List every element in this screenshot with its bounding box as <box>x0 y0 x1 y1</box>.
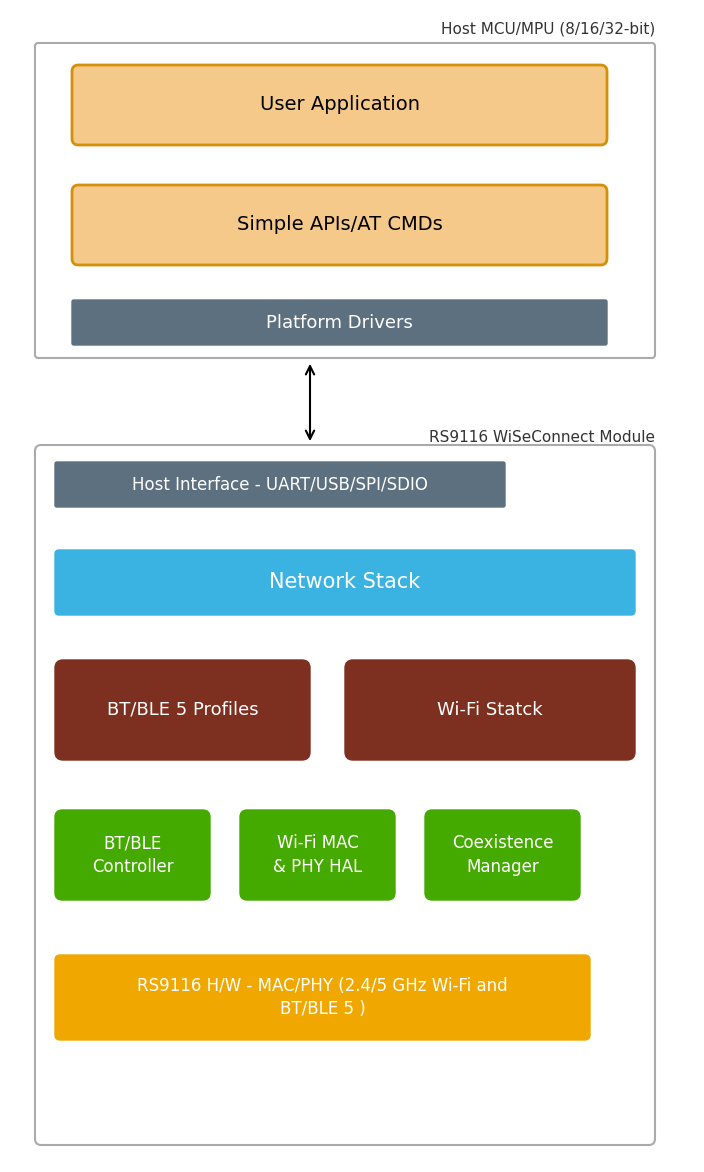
FancyBboxPatch shape <box>72 185 607 265</box>
FancyBboxPatch shape <box>240 810 395 900</box>
FancyBboxPatch shape <box>425 810 580 900</box>
Text: Network Stack: Network Stack <box>270 572 420 593</box>
Text: Coexistence
Manager: Coexistence Manager <box>452 834 553 875</box>
Text: User Application: User Application <box>260 95 420 115</box>
FancyBboxPatch shape <box>55 462 505 507</box>
Text: Simple APIs/AT CMDs: Simple APIs/AT CMDs <box>237 216 442 234</box>
Text: Wi-Fi MAC
& PHY HAL: Wi-Fi MAC & PHY HAL <box>273 834 362 875</box>
Text: Host Interface - UART/USB/SPI/SDIO: Host Interface - UART/USB/SPI/SDIO <box>132 476 428 493</box>
FancyBboxPatch shape <box>72 300 607 345</box>
Text: RS9116 WiSeConnect Module: RS9116 WiSeConnect Module <box>429 430 655 445</box>
Text: Platform Drivers: Platform Drivers <box>266 313 413 332</box>
FancyBboxPatch shape <box>55 660 310 759</box>
FancyBboxPatch shape <box>35 43 655 357</box>
Text: Host MCU/MPU (8/16/32-bit): Host MCU/MPU (8/16/32-bit) <box>441 22 655 38</box>
Text: BT/BLE 5 Profiles: BT/BLE 5 Profiles <box>107 701 258 718</box>
FancyBboxPatch shape <box>55 810 210 900</box>
FancyBboxPatch shape <box>72 64 607 145</box>
FancyBboxPatch shape <box>55 955 590 1040</box>
Text: BT/BLE
Controller: BT/BLE Controller <box>92 834 173 875</box>
FancyBboxPatch shape <box>345 660 635 759</box>
Text: Wi-Fi Statck: Wi-Fi Statck <box>437 701 543 718</box>
FancyBboxPatch shape <box>35 445 655 1145</box>
FancyBboxPatch shape <box>55 550 635 615</box>
Text: RS9116 H/W - MAC/PHY (2.4/5 GHz Wi-Fi and
BT/BLE 5 ): RS9116 H/W - MAC/PHY (2.4/5 GHz Wi-Fi an… <box>137 976 508 1018</box>
